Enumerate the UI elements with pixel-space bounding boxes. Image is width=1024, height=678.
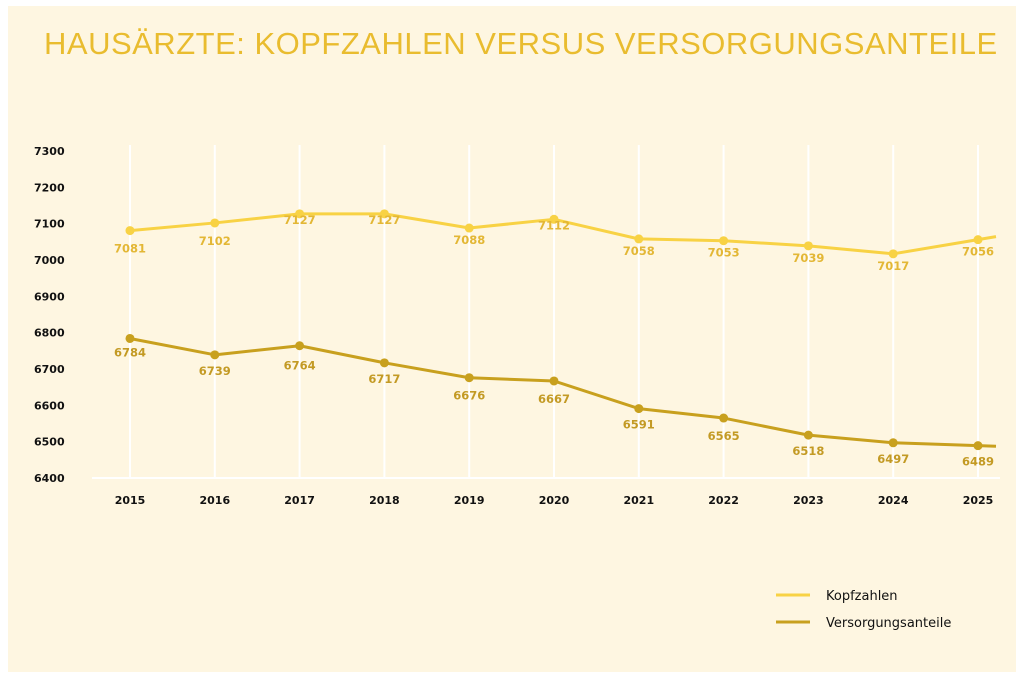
x-tick-label: 2017 (284, 494, 315, 507)
x-tick-label: 2021 (623, 494, 654, 507)
data-label: 6784 (114, 345, 146, 359)
data-label: 6565 (708, 429, 740, 443)
data-point (210, 350, 220, 360)
data-label: 6739 (199, 364, 231, 378)
series-line-kopfzahlen (129, 212, 997, 256)
x-tick-label: 2024 (878, 494, 909, 507)
data-label: 7088 (453, 233, 485, 247)
data-label: 6764 (284, 359, 316, 373)
data-point (888, 249, 898, 259)
data-label: 6518 (792, 444, 824, 458)
data-point (379, 209, 389, 219)
chart-title: HAUSÄRZTE: KOPFZAHLEN VERSUS VERSORGUNGS… (44, 26, 998, 61)
data-point (888, 438, 898, 448)
data-point (719, 413, 729, 423)
data-point (210, 218, 220, 228)
data-point (973, 235, 983, 245)
legend-label: Versorgungsanteile (826, 616, 951, 631)
data-label: 7039 (792, 251, 824, 265)
data-point (125, 333, 135, 343)
y-tick-label: 7000 (34, 254, 65, 267)
x-tick-label: 2019 (454, 494, 485, 507)
data-label: 7127 (284, 213, 316, 227)
data-point (295, 341, 305, 351)
data-label: 6497 (877, 452, 909, 466)
data-label: 7058 (623, 244, 655, 258)
x-tick-label: 2025 (963, 494, 994, 507)
y-tick-label: 6600 (34, 399, 65, 412)
data-point (634, 234, 644, 244)
data-label: 7053 (708, 246, 740, 260)
x-tick-label: 2023 (793, 494, 824, 507)
x-tick-label: 2020 (539, 494, 570, 507)
x-tick-label: 2016 (199, 494, 230, 507)
data-label: 7081 (114, 242, 146, 256)
data-label: 7102 (199, 234, 231, 248)
data-point (973, 441, 983, 451)
y-tick-label: 6900 (34, 290, 65, 303)
data-point (803, 430, 813, 440)
data-point (464, 373, 474, 383)
chart-panel (8, 6, 1016, 672)
series-line-versorgungsanteile (129, 337, 997, 448)
data-point (803, 241, 813, 251)
data-point (634, 404, 644, 414)
x-tick-label: 2015 (115, 494, 146, 507)
data-label: 6667 (538, 392, 570, 406)
y-tick-label: 6800 (34, 327, 65, 340)
data-point (719, 236, 729, 246)
y-tick-label: 7100 (34, 218, 65, 231)
legend-label: Kopfzahlen (826, 589, 898, 604)
data-label: 7017 (877, 259, 909, 273)
data-point (125, 226, 135, 236)
data-label: 7056 (962, 245, 994, 259)
data-label: 6717 (368, 372, 400, 386)
y-tick-label: 6500 (34, 436, 65, 449)
data-label: 6676 (453, 389, 485, 403)
data-point (549, 376, 559, 386)
x-tick-label: 2022 (708, 494, 739, 507)
data-label: 6489 (962, 455, 994, 469)
data-point (379, 358, 389, 368)
y-tick-label: 6700 (34, 363, 65, 376)
y-tick-label: 6400 (34, 472, 65, 485)
data-label: 7112 (538, 218, 570, 232)
data-point (549, 214, 559, 224)
data-label: 6591 (623, 418, 655, 432)
data-point (464, 223, 474, 233)
y-tick-label: 7300 (34, 145, 65, 158)
x-tick-label: 2018 (369, 494, 400, 507)
data-label: 7127 (368, 213, 400, 227)
y-tick-label: 7200 (34, 181, 65, 194)
data-point (295, 209, 305, 219)
